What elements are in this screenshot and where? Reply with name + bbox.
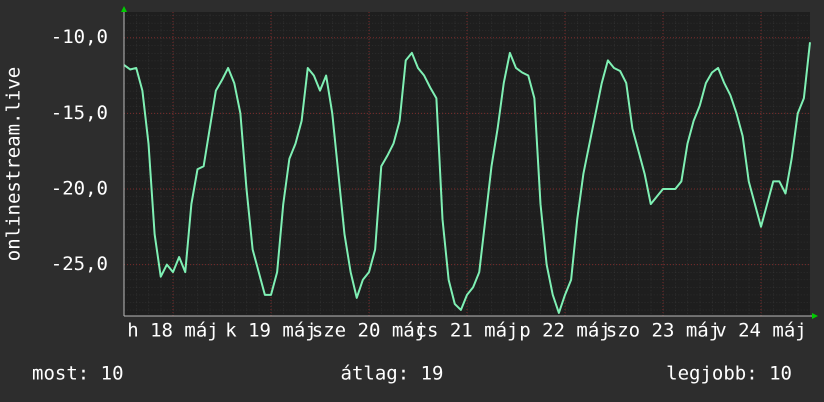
y-tick-label: -15,0 xyxy=(51,102,108,124)
x-tick-label: szo 23 máj xyxy=(606,320,720,342)
x-tick-label: cs 21 máj xyxy=(416,320,519,342)
x-tick-label: h 18 máj xyxy=(127,320,219,342)
y-tick-label: -25,0 xyxy=(51,253,108,275)
data-line xyxy=(123,42,811,314)
grid xyxy=(124,12,810,316)
footer-stat: átlag: 19 xyxy=(341,363,444,385)
y-axis-label: onlinestream.live xyxy=(3,67,25,261)
x-tick-label: v 24 máj xyxy=(715,320,807,342)
minor-grid xyxy=(124,12,810,316)
x-tick-label: sze 20 máj xyxy=(312,320,426,342)
x-tick-label: p 22 máj xyxy=(519,320,611,342)
footer-stat: most: 10 xyxy=(32,363,124,385)
x-tick-label: k 19 máj xyxy=(225,320,317,342)
y-tick-label: -20,0 xyxy=(51,177,108,199)
y-tick-label: -10,0 xyxy=(51,26,108,48)
plot xyxy=(123,42,811,314)
footer-stat: legjobb: 10 xyxy=(666,363,792,385)
